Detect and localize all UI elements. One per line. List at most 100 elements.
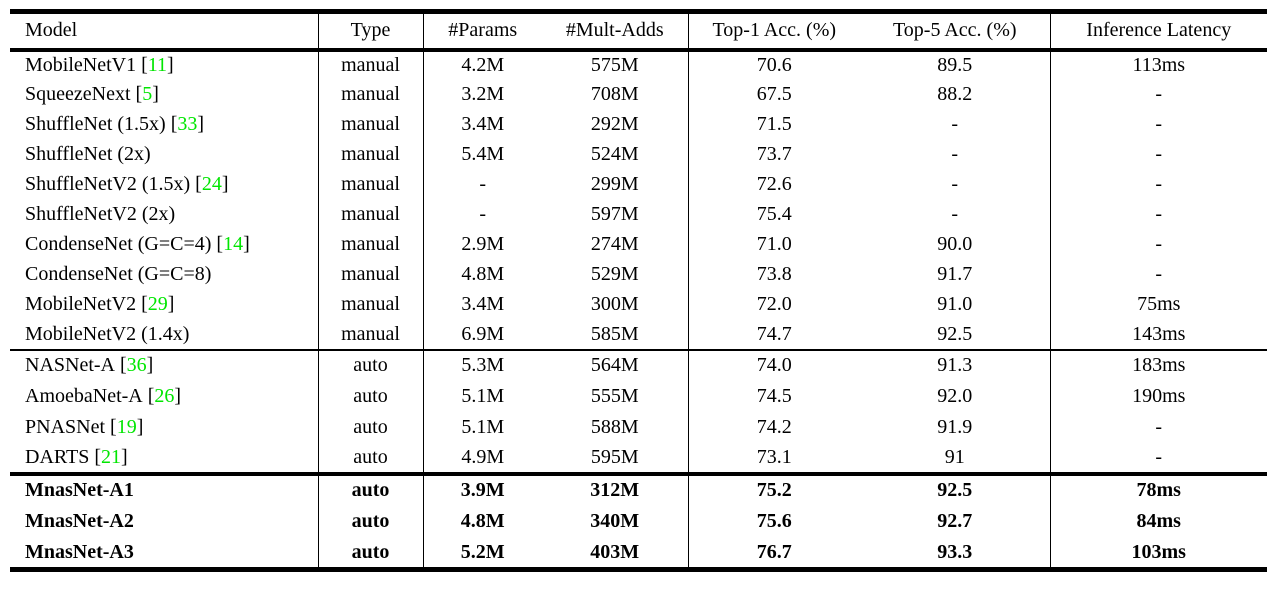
table-row: ShuffleNet (2x) manual 5.4M 524M 73.7 - - — [10, 139, 1267, 170]
citation-bracket-open: [ — [195, 173, 202, 195]
top1-cell: 70.6 — [756, 54, 792, 76]
citation-number: 36 — [126, 354, 147, 376]
model-name: MobileNetV2 (1.4x) — [25, 322, 190, 345]
params-cell: 3.2M — [461, 83, 505, 105]
top1-cell: 71.0 — [756, 233, 792, 255]
citation-bracket-close: ] — [243, 233, 250, 255]
model-name: CondenseNet (G=C=8) — [25, 263, 212, 285]
model-cell: MobileNetV2 [29] — [10, 289, 319, 320]
table-row: DARTS [21] auto 4.9M 595M 73.1 91- — [10, 442, 1267, 474]
top5-cell: 93.3 — [860, 537, 1051, 570]
model-name: NASNet-A — [25, 354, 115, 376]
params-cell: 4.9M — [461, 445, 505, 468]
top1-cell: 71.5 — [756, 113, 792, 135]
top5-cell: 91.3 — [860, 349, 1051, 381]
citation: [14] — [216, 233, 249, 255]
citation: [33] — [171, 113, 204, 135]
citation-bracket-open: [ — [216, 233, 224, 255]
model-cell: ShuffleNetV2 (1.5x) [24] — [10, 169, 319, 200]
top1-cell: 72.6 — [756, 173, 792, 195]
citation-bracket-close: ] — [167, 293, 175, 315]
top5-cell: - — [860, 169, 1051, 200]
type-cell: auto — [318, 473, 424, 506]
params-cell: 5.4M — [461, 143, 505, 165]
type-cell: manual — [318, 289, 424, 320]
type-cell: auto — [318, 442, 424, 474]
citation-number: 26 — [154, 384, 175, 407]
citation-bracket-close: ] — [136, 415, 144, 438]
model-name: MobileNetV1 — [25, 54, 137, 76]
mult-adds-cell: 555M — [542, 380, 689, 412]
table-row: AmoebaNet-A [26] auto 5.1M 555M 74.5 92.0 190ms — [10, 380, 1267, 412]
column-header-params: #Params — [448, 19, 518, 42]
latency-cell: - — [1155, 143, 1163, 165]
top5-cell: 91.9 — [860, 411, 1051, 443]
table-row: MnasNet-A2 auto 4.8M 340M 75.6 92.7 84ms — [10, 505, 1267, 538]
model-cell: DARTS [21] — [10, 442, 319, 474]
citation-bracket-close: ] — [197, 113, 205, 135]
model-name: MnasNet-A3 — [25, 540, 134, 563]
top1-cell: 73.7 — [756, 143, 792, 165]
latency-cell: - — [1155, 173, 1163, 195]
top5-cell: 92.0 — [860, 380, 1051, 412]
citation-number: 21 — [101, 445, 122, 468]
citation-number: 33 — [177, 113, 198, 135]
mult-adds-cell: 312M — [542, 473, 689, 506]
params-cell: 4.8M — [460, 510, 505, 532]
latency-cell: 183ms — [1132, 354, 1186, 376]
mult-adds-cell: 575M — [542, 49, 689, 80]
citation-bracket-open: [ — [141, 54, 148, 76]
top1-cell: 67.5 — [756, 83, 792, 105]
latency-cell: - — [1155, 415, 1163, 438]
top1-cell: 76.7 — [756, 540, 792, 563]
top1-cell: 73.1 — [756, 445, 792, 468]
type-cell: manual — [318, 49, 424, 80]
params-cell: 6.9M — [461, 322, 505, 345]
table-row: PNASNet [19] auto 5.1M 588M 74.2 91.9- — [10, 411, 1267, 443]
citation-bracket-open: [ — [170, 113, 178, 135]
results-table: Model Type #Params #Mult-Adds Top-1 Acc.… — [10, 9, 1267, 572]
mult-adds-cell: 299M — [542, 169, 689, 200]
column-header-type: Type — [318, 11, 424, 50]
model-cell: MobileNetV1 [11] — [10, 49, 319, 80]
model-cell: MobileNetV2 (1.4x) — [10, 319, 319, 350]
table-row: CondenseNet (G=C=8) manual 4.8M 529M 73.8 91.… — [10, 259, 1267, 290]
model-cell: ShuffleNetV2 (2x) — [10, 199, 319, 230]
model-name: ShuffleNet (2x) — [25, 143, 151, 165]
citation-number: 11 — [147, 54, 168, 76]
citation-bracket-open: [ — [135, 83, 143, 105]
latency-cell: 103ms — [1131, 540, 1186, 563]
citation-bracket-open: [ — [120, 354, 127, 376]
top5-cell: 92.5 — [860, 473, 1051, 506]
top1-cell: 74.5 — [756, 384, 792, 407]
header-row: Model Type #Params #Mult-Adds Top-1 Acc.… — [10, 11, 1267, 50]
top5-cell: 88.2 — [860, 79, 1051, 110]
mult-adds-cell: 292M — [542, 109, 689, 140]
citation-bracket-close: ] — [167, 54, 174, 76]
mult-adds-cell: 529M — [542, 259, 689, 290]
latency-cell: 143ms — [1132, 322, 1186, 345]
type-cell: auto — [318, 380, 424, 412]
table-row: NASNet-A [36] auto 5.3M 564M 74.0 91.3 183ms — [10, 349, 1267, 381]
top1-cell: 74.2 — [756, 415, 792, 438]
citation: [26] — [148, 385, 181, 407]
top1-cell: 75.4 — [756, 203, 792, 225]
params-cell: 4.2M — [461, 54, 505, 76]
citation-bracket-close: ] — [221, 173, 229, 195]
model-cell: MnasNet-A3 — [10, 537, 319, 570]
section-auto-models: NASNet-A [36] auto 5.3M 564M 74.0 91.3 183ms Amo… — [10, 349, 1267, 474]
top1-cell: 74.0 — [756, 354, 792, 376]
type-cell: manual — [318, 139, 424, 170]
model-name: ShuffleNetV2 (2x) — [25, 203, 176, 225]
type-cell: auto — [318, 349, 424, 381]
params-cell: - — [479, 203, 487, 225]
params-cell: 3.9M — [460, 479, 505, 501]
type-cell: manual — [318, 319, 424, 350]
top5-cell: 92.7 — [860, 505, 1051, 538]
mult-adds-cell: 708M — [542, 79, 689, 110]
type-cell: manual — [318, 109, 424, 140]
type-cell: manual — [318, 199, 424, 230]
citation-bracket-close: ] — [146, 354, 154, 376]
citation: [11] — [141, 54, 174, 76]
model-cell: MnasNet-A1 — [10, 473, 319, 506]
